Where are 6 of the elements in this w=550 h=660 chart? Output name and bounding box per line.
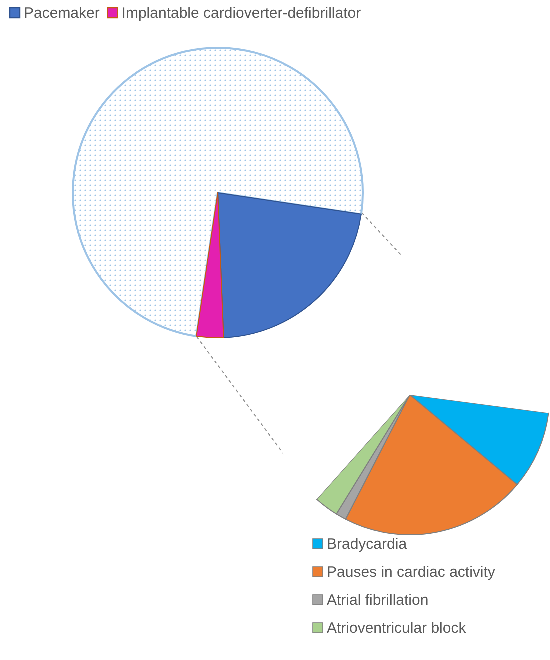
legend-label: Pauses in cardiac activity: [327, 564, 496, 581]
legend-label: Pacemaker: [24, 5, 100, 22]
legend-label: Implantable cardioverter-defibrillator: [122, 5, 362, 22]
legend-label: Atrial fibrillation: [327, 592, 429, 609]
legend-label: Atrioventricular block: [327, 620, 467, 637]
legend-label: Bradycardia: [327, 536, 408, 553]
